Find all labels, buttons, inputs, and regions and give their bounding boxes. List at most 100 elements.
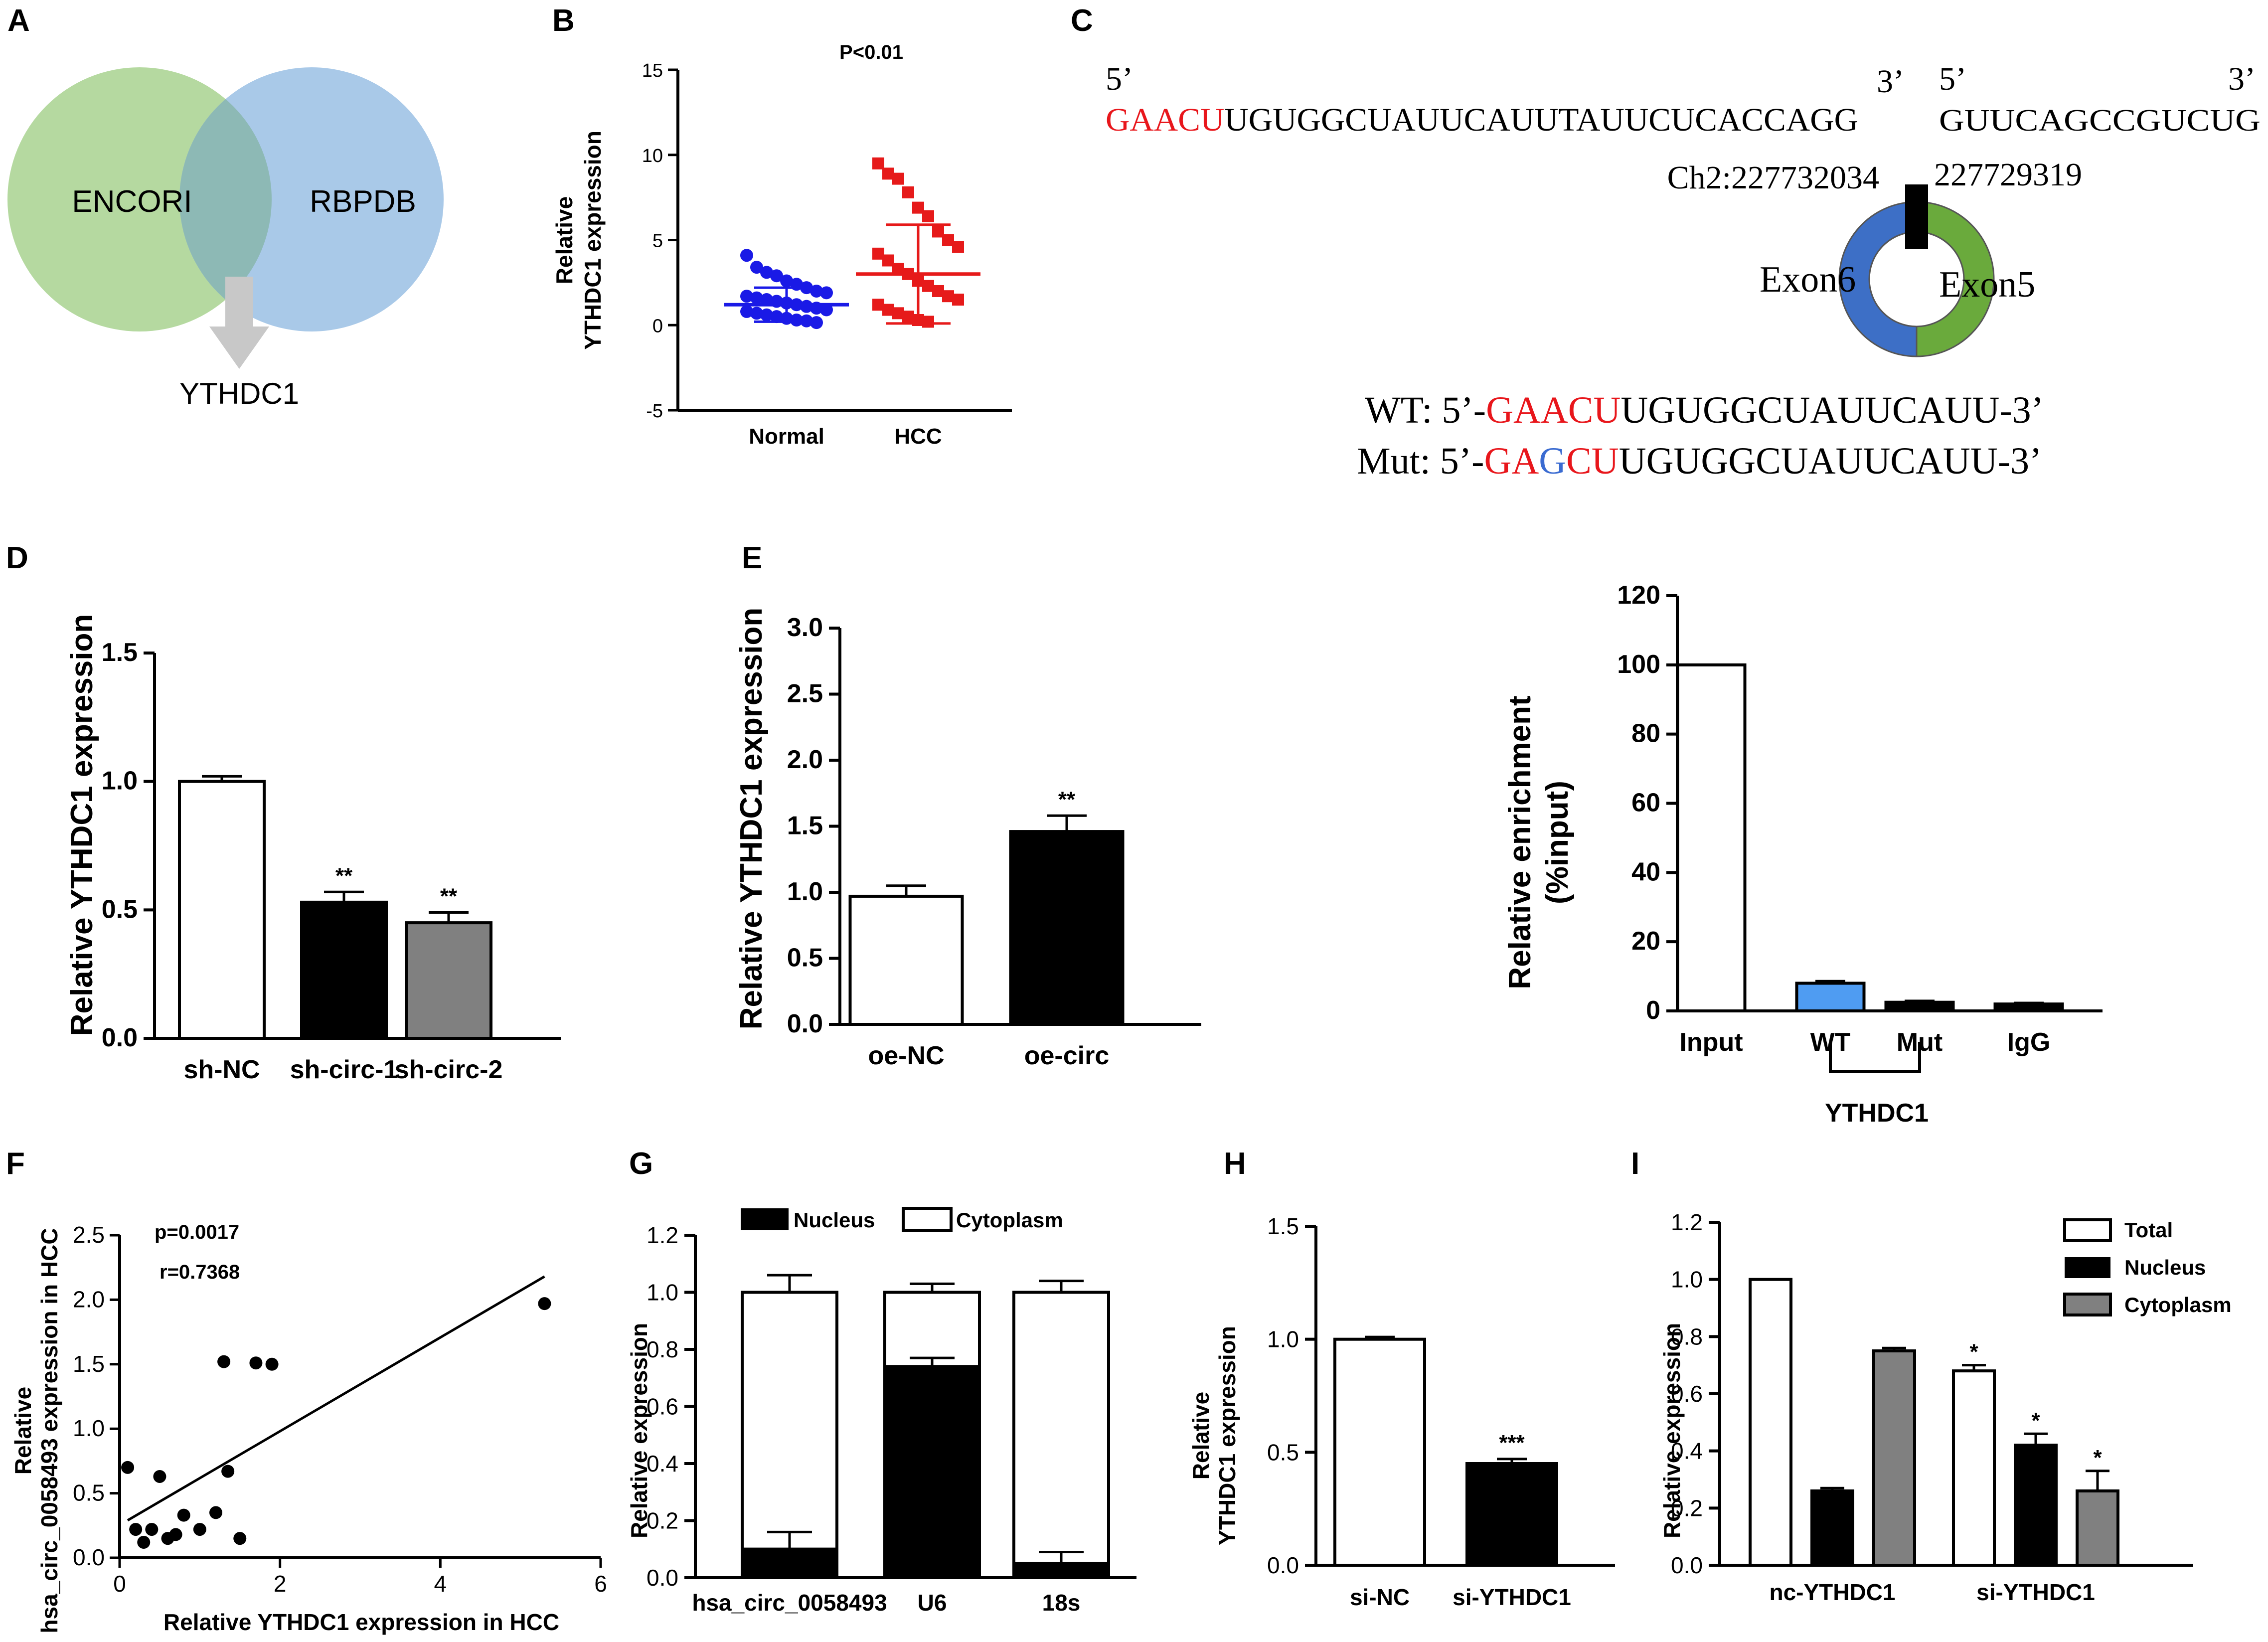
d-chart: 0.0 0.5 1.0 1.5 sh-NC ** sh-circ-1 ** sh-circ-2 (102, 638, 561, 1084)
c-exon5-label: Exon5 (1939, 264, 2035, 305)
b-hcc-point (952, 241, 964, 253)
g-ylabel: Relative expression (626, 1323, 652, 1538)
panel-label-f: F (6, 1147, 25, 1181)
c-mut-blue: G (1539, 440, 1566, 482)
RIP-y-tick-label: 120 (1617, 581, 1660, 610)
b-hcc-point (892, 172, 904, 185)
G-y-tick-label: 1.2 (647, 1222, 678, 1248)
f-point (129, 1523, 143, 1536)
e-x-label: oe-circ (1024, 1041, 1110, 1070)
i-bar-nucleus (2014, 1444, 2058, 1567)
D-y-tick-label: 0.5 (102, 895, 138, 924)
panel-a: A ENCORI RBPDB YTHDC1 (7, 3, 444, 410)
h-bar (1333, 1337, 1426, 1567)
d-significance: ** (335, 863, 353, 888)
b-normal-point (770, 269, 783, 283)
g-bar-nucleus (1012, 1562, 1110, 1579)
b-hcc-point (902, 186, 914, 198)
h-x-label: si-YTHDC1 (1453, 1584, 1571, 1610)
f-rvalue: r=0.7368 (160, 1261, 240, 1283)
c-mut-rest: UGUGGCUAUUCAUU-3’ (1619, 440, 2042, 482)
panel-h: H Relative YTHDC1 expression 0.0 0.5 1.0 1.… (1188, 1147, 1615, 1610)
venn-result-label: YTHDC1 (179, 377, 299, 410)
b-y-tick-label: 5 (652, 231, 663, 252)
RIP-y-tick-label: 100 (1617, 650, 1660, 679)
rip-group-bracket (1829, 1042, 1921, 1073)
panel-label-e: E (742, 541, 762, 575)
d-bar (405, 921, 492, 1040)
panel-rip: Relative enrichment (%input) 0 20 40 60 80 10… (1503, 581, 2103, 1128)
f-point (249, 1356, 263, 1370)
g-bar-nucleus (883, 1365, 981, 1580)
exon6-arc (1838, 201, 1918, 357)
f-point (265, 1357, 279, 1371)
D-y-tick-label: 1.0 (102, 767, 138, 796)
d-x-label: sh-NC (183, 1055, 260, 1084)
b-normal-point (740, 249, 753, 262)
H-y-tick-label: 1.5 (1267, 1213, 1299, 1239)
f-ylabel-line2: hsa_circ_0058493 expression in HCC (36, 1228, 62, 1633)
b-pvalue: P<0.01 (839, 41, 903, 63)
b-y-tick-label: 0 (652, 316, 663, 336)
c-exon6-label: Exon6 (1760, 259, 1856, 300)
E-y-tick-label: 3.0 (787, 613, 823, 642)
panel-f: F Relative hsa_circ_0058493 expression i… (6, 1147, 607, 1635)
g-bar-cytoplasm (1012, 1291, 1110, 1565)
E-y-tick-label: 2.5 (787, 679, 823, 708)
b-y-tick-label: -5 (646, 401, 663, 422)
h-chart: 0.0 0.5 1.0 1.5 si-NC *** si-YTHDC1 (1267, 1213, 1615, 1610)
e-bar (1009, 830, 1125, 1026)
b-normal-point (740, 290, 753, 303)
panel-label-c: C (1071, 3, 1093, 38)
b-points (724, 157, 980, 329)
h-significance: *** (1499, 1431, 1525, 1455)
b-x-labels: Normal HCC (749, 424, 942, 449)
i-legend-nucleus-swatch (2065, 1257, 2110, 1278)
c-three-prime-b: 3’ (2228, 61, 2256, 97)
b-normal-point (770, 310, 783, 324)
b-normal-point (820, 286, 833, 300)
G-y-tick-label: 1.0 (647, 1280, 678, 1306)
d-x-label: sh-circ-2 (395, 1055, 503, 1084)
i-chart: 0.0 0.2 0.4 0.6 0.8 1.0 1.2 nc-YTHDC1 * * * si-YTHD… (1671, 1209, 2193, 1605)
f-x-tick-label: 0 (113, 1571, 126, 1597)
E-y-tick-label: 1.5 (787, 812, 823, 840)
f-point (209, 1506, 222, 1519)
b-normal-point (750, 261, 763, 274)
d-bar (300, 900, 388, 1040)
b-hcc-point (952, 294, 964, 306)
f-x-tick-label: 4 (434, 1571, 447, 1597)
f-point (193, 1523, 206, 1536)
rip-ylabel-line1: Relative enrichment (1503, 695, 1537, 989)
f-point (217, 1355, 231, 1368)
e-ylabel: Relative YTHDC1 expression (734, 608, 769, 1030)
c-seq-rest: UGUGGCUAUUCAUUTAUUCUCACCAGG (1224, 102, 1858, 138)
I-y-tick-label: 0.8 (1671, 1323, 1703, 1349)
c-wt-rest: UGUGGCUAUUCAUU-3’ (1620, 389, 2044, 431)
d-significance: ** (440, 884, 458, 908)
b-hcc-point (922, 210, 934, 222)
g-bar-nucleus (741, 1547, 838, 1579)
E-y-tick-label: 0.0 (787, 1009, 823, 1038)
c-seq-red: GAACU (1106, 102, 1224, 138)
rip-x-label: IgG (2007, 1028, 2051, 1057)
H-y-tick-label: 0.0 (1267, 1552, 1299, 1578)
panel-label-i: I (1631, 1147, 1639, 1181)
b-hcc-point (872, 157, 884, 169)
b-x-label: HCC (894, 424, 942, 449)
b-y-ticks: -5 0 5 10 15 (642, 60, 678, 422)
H-y-tick-label: 1.0 (1267, 1326, 1299, 1352)
venn-right-label: RBPDB (310, 184, 416, 219)
b-normal-point (790, 314, 803, 327)
RIP-y-tick-label: 0 (1646, 996, 1660, 1025)
f-fit-line (127, 1275, 545, 1522)
h-ylabel-line2: YTHDC1 expression (1214, 1326, 1240, 1545)
f-xlabel: Relative YTHDC1 expression in HCC (163, 1609, 559, 1635)
f-point (137, 1535, 151, 1549)
panel-g: G Relative expression Nucleus Cytoplasm … (626, 1147, 1136, 1616)
f-point (538, 1297, 551, 1311)
f-chart: 0.0 0.5 1.0 1.5 2.0 2.5 0 2 4 6 (73, 1222, 607, 1597)
c-coord-right: 227729319 (1934, 157, 2082, 193)
